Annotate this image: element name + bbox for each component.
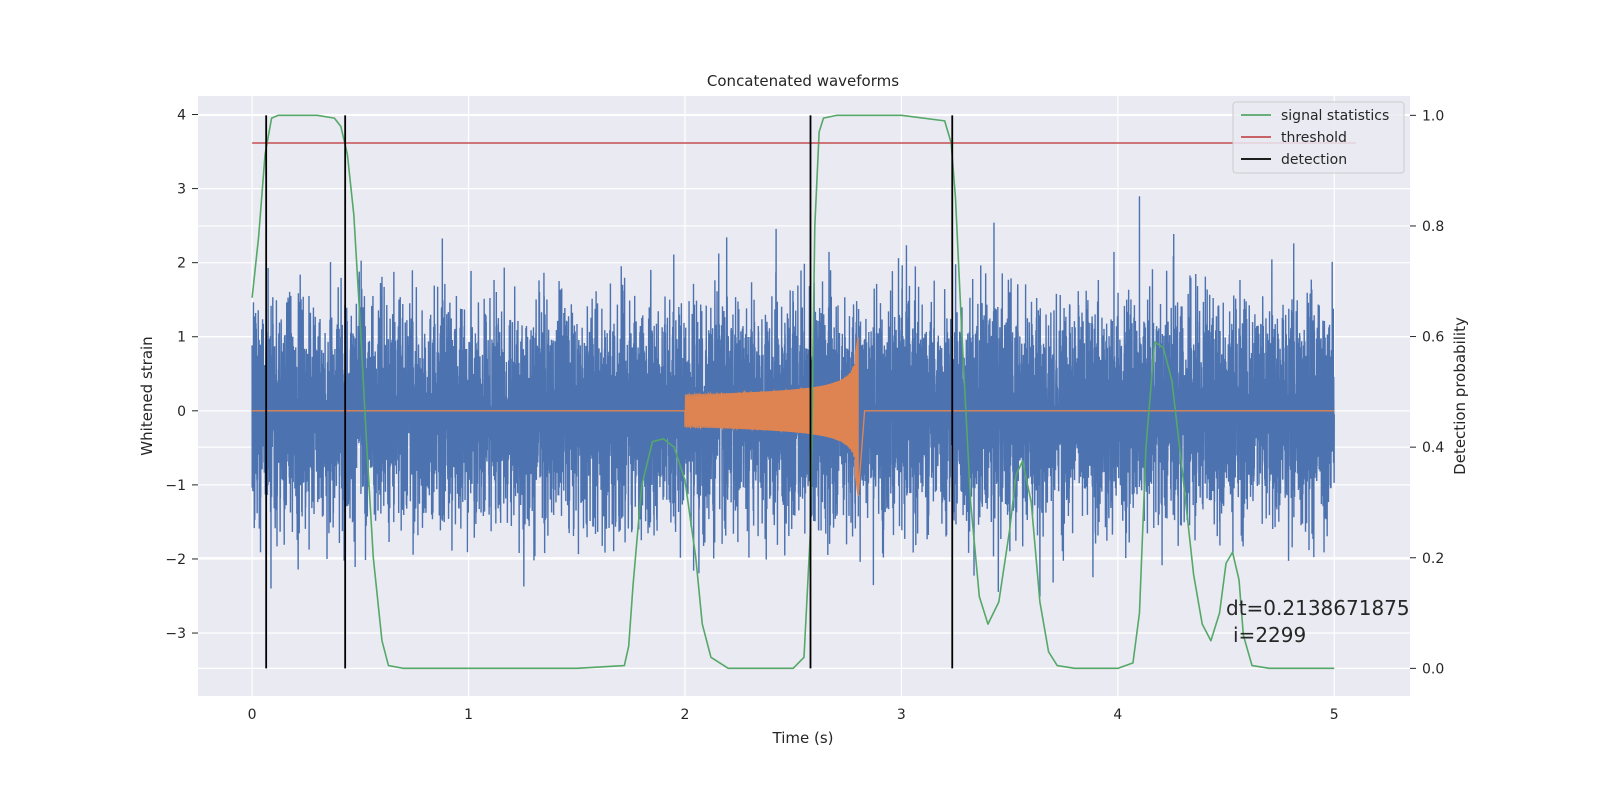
x-tick-label: 4: [1113, 707, 1122, 723]
y-tick-label: 3: [177, 182, 186, 198]
legend-box: [1232, 101, 1405, 174]
y-tick-label: 1: [177, 330, 186, 346]
y-tick-label: −3: [165, 626, 186, 642]
x-tick-label: 0: [248, 707, 257, 723]
y2-tick-label: 1.0: [1422, 108, 1444, 124]
signal-statistics-series: [251, 114, 1335, 670]
x-tick-label: 2: [681, 707, 690, 723]
x-tick-label: 5: [1330, 707, 1339, 723]
y-tick-label: 4: [177, 108, 186, 124]
injected-waveform-series: [252, 337, 1335, 497]
annotation-i: i=2299: [1233, 623, 1306, 647]
legend-label: threshold: [1281, 130, 1347, 146]
y2-tick-label: 0.8: [1422, 219, 1444, 235]
y2-axis-ticks: 1.0 0.8 0.6 0.4 0.2 0.0: [1410, 108, 1444, 677]
annotation-dt: dt=0.2138671875: [1226, 596, 1410, 620]
y-axis-ticks: 4 3 2 1 0 −1 −2 −3: [165, 108, 198, 642]
x-axis-label: Time (s): [772, 729, 834, 747]
waveform-line: [252, 337, 1335, 497]
legend-label: signal statistics: [1281, 108, 1389, 124]
y-axis-label: Whitened strain: [138, 336, 156, 455]
chart-title: Concatenated waveforms: [707, 72, 899, 90]
y-tick-label: 0: [177, 404, 186, 420]
y2-axis-label: Detection probability: [1451, 317, 1469, 475]
y-tick-label: −2: [165, 552, 186, 568]
x-axis-ticks: 0 1 2 3 4 5: [248, 707, 1339, 723]
x-tick-label: 1: [464, 707, 473, 723]
signal-statistics-line: [251, 114, 1335, 670]
legend: signal statistics threshold detection: [1232, 101, 1405, 174]
legend-label: detection: [1281, 152, 1347, 168]
x-tick-label: 3: [897, 707, 906, 723]
y2-tick-label: 0.6: [1422, 330, 1444, 346]
detection-series: [265, 115, 954, 669]
y-tick-label: 2: [177, 256, 186, 272]
y-tick-label: −1: [165, 478, 186, 494]
y2-tick-label: 0.4: [1422, 440, 1444, 456]
y2-tick-label: 0.0: [1422, 661, 1444, 677]
y2-tick-label: 0.2: [1422, 551, 1444, 567]
